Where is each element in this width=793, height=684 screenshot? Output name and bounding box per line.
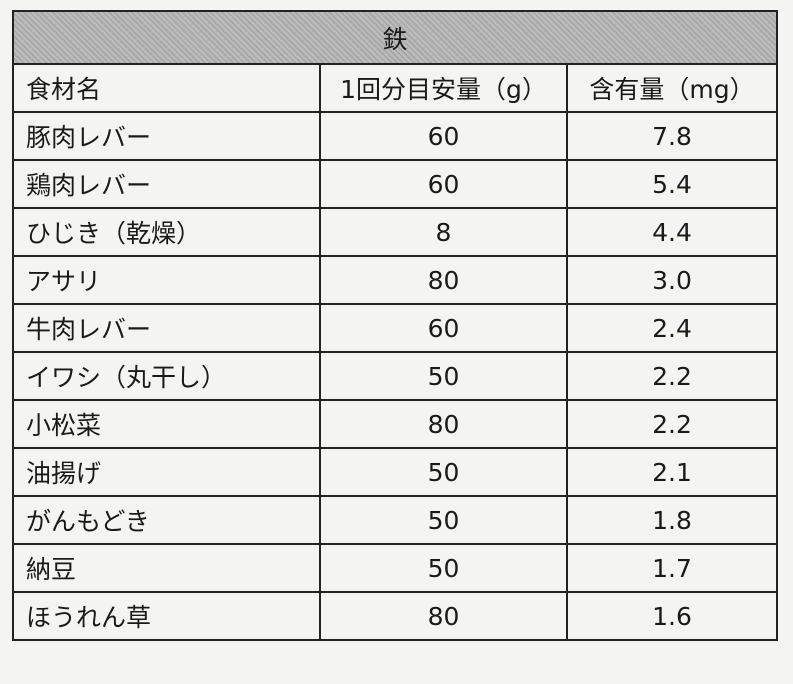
serving-grams: 50 — [319, 447, 568, 497]
table-row: ほうれん草 80 1.6 — [12, 591, 778, 641]
iron-mg: 7.8 — [566, 111, 778, 161]
food-name: 小松菜 — [12, 399, 321, 449]
food-name: 牛肉レバー — [12, 303, 321, 353]
iron-mg: 4.4 — [566, 207, 778, 257]
column-header: 食材名 — [12, 63, 321, 113]
serving-grams: 60 — [319, 111, 568, 161]
food-name: アサリ — [12, 255, 321, 305]
iron-mg: 2.2 — [566, 351, 778, 401]
header-row: 食材名 1回分目安量（g） 含有量（mg） — [12, 63, 778, 113]
iron-mg: 2.2 — [566, 399, 778, 449]
table-row: 牛肉レバー 60 2.4 — [12, 303, 778, 353]
iron-mg: 1.8 — [566, 495, 778, 545]
food-name: 鶏肉レバー — [12, 159, 321, 209]
table-row: 油揚げ 50 2.1 — [12, 447, 778, 497]
table-row: 小松菜 80 2.2 — [12, 399, 778, 449]
iron-mg: 2.4 — [566, 303, 778, 353]
serving-grams: 8 — [319, 207, 568, 257]
table-row: 鶏肉レバー 60 5.4 — [12, 159, 778, 209]
food-name: がんもどき — [12, 495, 321, 545]
serving-grams: 60 — [319, 303, 568, 353]
serving-grams: 50 — [319, 495, 568, 545]
food-name: 豚肉レバー — [12, 111, 321, 161]
food-name: 油揚げ — [12, 447, 321, 497]
iron-mg: 2.1 — [566, 447, 778, 497]
iron-mg: 5.4 — [566, 159, 778, 209]
serving-grams: 50 — [319, 351, 568, 401]
column-header: 含有量（mg） — [566, 63, 778, 113]
table-title: 鉄 — [12, 10, 778, 65]
serving-grams: 80 — [319, 255, 568, 305]
serving-grams: 60 — [319, 159, 568, 209]
iron-table: 鉄 食材名 1回分目安量（g） 含有量（mg） 豚肉レバー 60 7.8 鶏肉レバー 60 5… — [12, 10, 778, 641]
food-name: ひじき（乾燥） — [12, 207, 321, 257]
table-row: ひじき（乾燥） 8 4.4 — [12, 207, 778, 257]
table-row: 豚肉レバー 60 7.8 — [12, 111, 778, 161]
table-body: 豚肉レバー 60 7.8 鶏肉レバー 60 5.4 ひじき（乾燥） 8 4.4 アサリ 80 3.0 牛… — [12, 111, 778, 641]
iron-mg: 3.0 — [566, 255, 778, 305]
table-row: イワシ（丸干し） 50 2.2 — [12, 351, 778, 401]
title-row: 鉄 — [12, 10, 778, 65]
serving-grams: 50 — [319, 543, 568, 593]
iron-mg: 1.6 — [566, 591, 778, 641]
table-row: アサリ 80 3.0 — [12, 255, 778, 305]
table-row: 納豆 50 1.7 — [12, 543, 778, 593]
food-name: イワシ（丸干し） — [12, 351, 321, 401]
food-name: ほうれん草 — [12, 591, 321, 641]
serving-grams: 80 — [319, 591, 568, 641]
iron-mg: 1.7 — [566, 543, 778, 593]
column-header: 1回分目安量（g） — [319, 63, 568, 113]
table-row: がんもどき 50 1.8 — [12, 495, 778, 545]
serving-grams: 80 — [319, 399, 568, 449]
food-name: 納豆 — [12, 543, 321, 593]
